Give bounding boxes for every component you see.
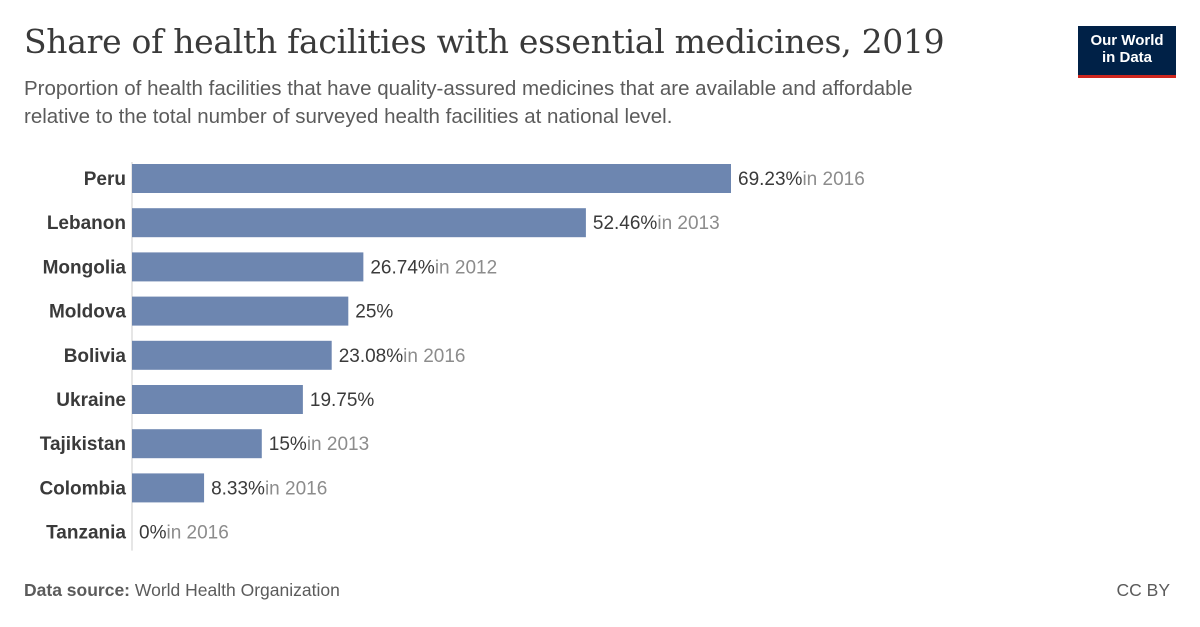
year-note: in 2016 xyxy=(403,346,465,367)
value-label: 52.46%in 2013 xyxy=(593,213,720,234)
value-label: 15%in 2013 xyxy=(269,434,369,455)
value-text: 25% xyxy=(355,302,393,323)
year-note: in 2013 xyxy=(657,213,719,234)
value-label: 23.08%in 2016 xyxy=(339,346,466,367)
bar[interactable] xyxy=(132,208,586,238)
bar[interactable] xyxy=(132,252,364,282)
logo-line-2: in Data xyxy=(1101,49,1152,66)
value-label: 0%in 2016 xyxy=(139,523,229,544)
value-text: 52.46% xyxy=(593,213,658,234)
bar[interactable] xyxy=(132,385,303,414)
chart-subtitle: Proportion of health facilities that hav… xyxy=(24,77,913,128)
data-source-link[interactable]: World Health Organization xyxy=(134,580,340,600)
value-text: 15% xyxy=(269,434,307,455)
year-note: in 2016 xyxy=(802,169,864,190)
value-text: 23.08% xyxy=(339,346,404,367)
license-link[interactable]: CC BY xyxy=(1116,580,1170,600)
data-source: Data source: World Health Organization xyxy=(24,580,340,601)
value-text: 8.33% xyxy=(211,478,265,499)
year-note: in 2016 xyxy=(166,523,228,544)
category-label: Colombia xyxy=(39,478,126,499)
category-label: Mongolia xyxy=(43,257,127,278)
bar[interactable] xyxy=(132,473,205,503)
year-note: in 2016 xyxy=(265,478,327,499)
category-label: Tajikistan xyxy=(40,434,126,455)
category-label: Moldova xyxy=(49,302,126,323)
category-label: Lebanon xyxy=(47,213,126,234)
year-note: in 2012 xyxy=(435,257,497,278)
value-text: 26.74% xyxy=(370,257,435,278)
value-label: 19.75% xyxy=(310,390,375,411)
value-text: 0% xyxy=(139,523,167,544)
category-label: Ukraine xyxy=(56,390,126,411)
category-label: Bolivia xyxy=(64,346,127,367)
value-text: 69.23% xyxy=(738,169,803,190)
category-label: Tanzania xyxy=(46,523,126,544)
value-label: 26.74%in 2012 xyxy=(370,257,497,278)
year-note: in 2013 xyxy=(307,434,369,455)
value-text: 19.75% xyxy=(310,390,375,411)
logo-line-1: Our World xyxy=(1090,32,1164,49)
bar[interactable] xyxy=(132,340,332,370)
category-label: Peru xyxy=(84,169,126,190)
value-label: 69.23%in 2016 xyxy=(738,169,865,190)
value-label: 25% xyxy=(355,302,393,323)
bar[interactable] xyxy=(132,164,731,193)
bar[interactable] xyxy=(132,296,349,326)
data-source-label: Data source: xyxy=(24,580,131,600)
value-label: 8.33%in 2016 xyxy=(211,478,327,499)
owid-logo[interactable]: Our World in Data xyxy=(1078,26,1176,78)
bar[interactable] xyxy=(132,429,262,459)
chart-title: Share of health facilities with essentia… xyxy=(24,22,945,61)
